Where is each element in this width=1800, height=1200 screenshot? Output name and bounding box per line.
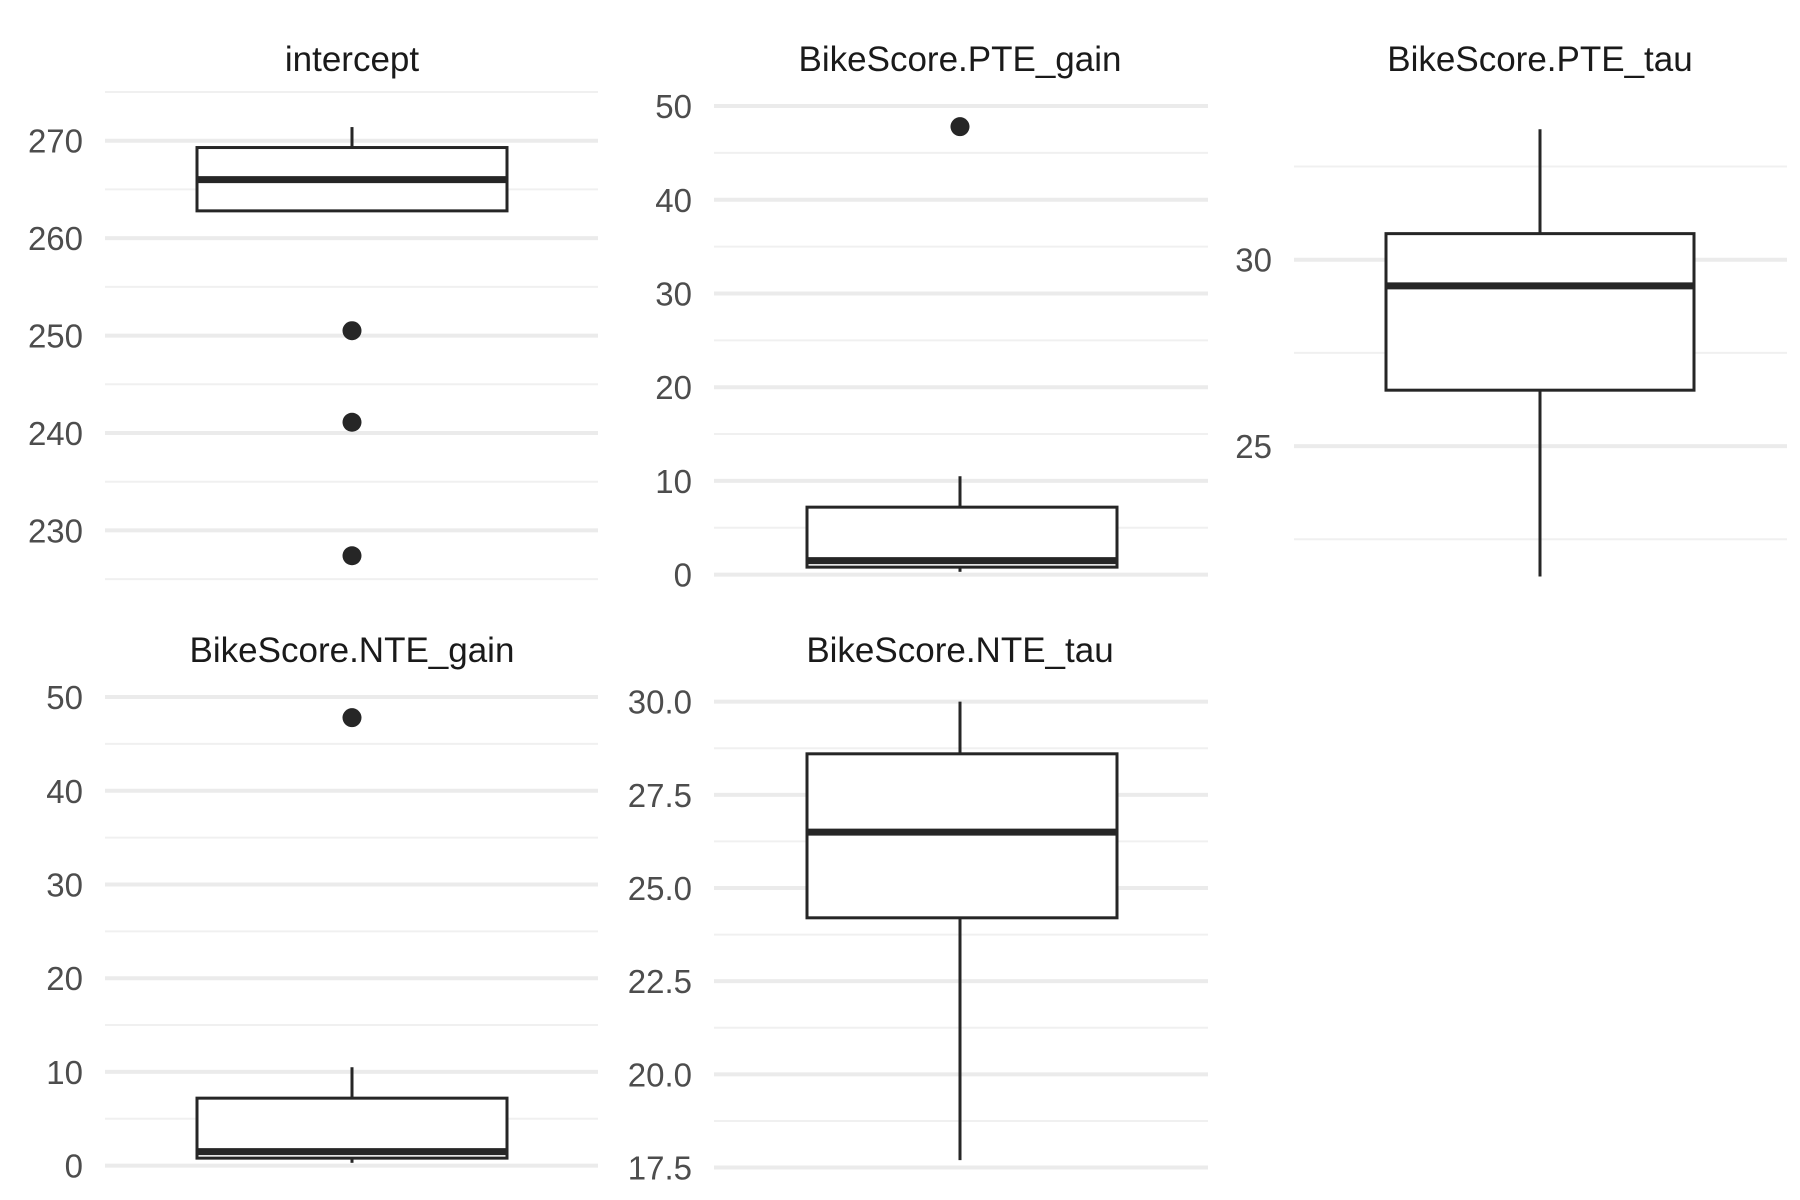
y-tick-label: 25.0 [628,870,692,907]
y-tick-label: 250 [28,318,83,355]
iqr-box [805,752,1119,920]
y-tick-label: 40 [655,182,692,219]
y-tick-label: 20 [46,960,83,997]
y-tick-label: 10 [46,1054,83,1091]
y-tick-label: 30.0 [628,684,692,721]
y-tick-label: 270 [28,123,83,160]
y-tick-label: 260 [28,220,83,257]
y-tick-label: 22.5 [628,963,692,1000]
outlier-point [342,321,362,341]
y-tick-label: 30 [46,866,83,903]
y-tick-label: 230 [28,512,83,549]
panel-title: BikeScore.PTE_tau [1387,40,1692,79]
y-tick-label: 27.5 [628,777,692,814]
y-tick-label: 50 [655,88,692,125]
panel-nte-tau: BikeScore.NTE_tau 17.5 20.0 22.5 25.0 27.5 30… [628,631,1208,1187]
y-tick-label: 240 [28,415,83,452]
y-tick-label: 17.5 [628,1150,692,1187]
panel-title: intercept [285,40,420,79]
y-tick-label: 0 [674,557,692,594]
iqr-box [1384,232,1696,392]
y-tick-label: 20.0 [628,1056,692,1093]
y-tick-label: 25 [1235,428,1272,465]
outlier-point [342,708,362,728]
outlier-point [950,117,970,137]
y-tick-label: 30 [1235,242,1272,279]
panel-title: BikeScore.NTE_gain [190,631,515,670]
y-tick-label: 0 [65,1148,83,1185]
y-tick-label: 50 [46,679,83,716]
panel-pte-tau: BikeScore.PTE_tau 25 30 [1235,40,1787,577]
outlier-point [342,546,362,566]
y-tick-label: 40 [46,773,83,810]
panel-title: BikeScore.NTE_tau [806,631,1113,670]
y-tick-label: 10 [655,463,692,500]
y-tick-label: 30 [655,275,692,312]
outlier-point [342,412,362,432]
y-tick-label: 20 [655,369,692,406]
panel-title: BikeScore.PTE_gain [799,40,1122,79]
panel-intercept: intercept 230 240 250 260 270 [28,40,598,581]
panel-pte-gain: BikeScore.PTE_gain 0 10 20 30 40 50 [655,40,1208,594]
panel-nte-gain: BikeScore.NTE_gain 0 10 20 30 40 50 [46,631,598,1185]
